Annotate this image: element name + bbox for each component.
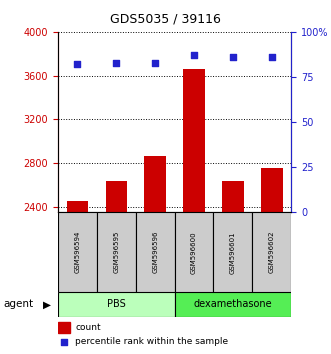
Text: percentile rank within the sample: percentile rank within the sample (75, 337, 228, 346)
Bar (222, 181, 244, 212)
Point (230, 54, 236, 60)
Text: GDS5035 / 39116: GDS5035 / 39116 (110, 12, 221, 25)
Point (153, 60, 158, 65)
Text: count: count (75, 323, 101, 332)
Bar (58, 322, 70, 333)
Text: GSM596600: GSM596600 (191, 231, 197, 274)
FancyBboxPatch shape (175, 292, 291, 317)
Text: dexamethasone: dexamethasone (194, 299, 272, 309)
FancyBboxPatch shape (213, 212, 252, 292)
Text: GSM596602: GSM596602 (269, 231, 275, 274)
Text: GSM596596: GSM596596 (152, 231, 158, 274)
Point (191, 52, 197, 58)
Text: GSM596594: GSM596594 (74, 231, 80, 273)
Bar (183, 69, 205, 212)
FancyBboxPatch shape (175, 212, 213, 292)
Bar (144, 155, 166, 212)
Text: agent: agent (3, 299, 33, 309)
FancyBboxPatch shape (136, 212, 175, 292)
Text: GSM596595: GSM596595 (113, 231, 119, 273)
Bar (67, 201, 88, 212)
Text: ▶: ▶ (43, 299, 51, 309)
Point (61, 339, 67, 344)
Point (75, 62, 80, 67)
Bar (106, 181, 127, 212)
Point (114, 60, 119, 65)
FancyBboxPatch shape (58, 292, 175, 317)
Point (269, 54, 274, 60)
FancyBboxPatch shape (58, 212, 97, 292)
Text: GSM596601: GSM596601 (230, 231, 236, 274)
FancyBboxPatch shape (252, 212, 291, 292)
Bar (261, 167, 283, 212)
Text: PBS: PBS (107, 299, 126, 309)
FancyBboxPatch shape (97, 212, 136, 292)
